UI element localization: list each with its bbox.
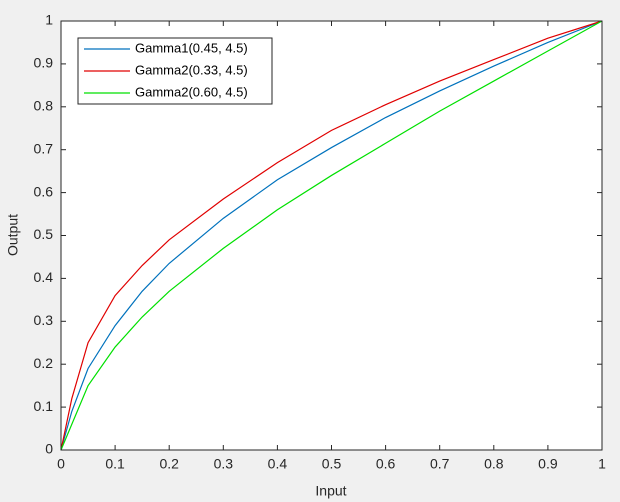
y-tick-label: 0.7	[34, 140, 54, 156]
x-tick-label: 0	[57, 456, 65, 472]
y-tick-label: 0.4	[34, 269, 54, 285]
series-line	[60, 20, 603, 451]
x-tick-label: 0.1	[105, 456, 125, 472]
y-tick-label: 0.8	[34, 98, 54, 114]
y-tick-label: 0.1	[34, 398, 54, 414]
x-tick-label: 0.2	[159, 456, 179, 472]
y-axis-label: Output	[5, 214, 21, 256]
legend-label: Gamma1(0.45, 4.5)	[135, 40, 248, 55]
x-tick-label: 0.4	[268, 456, 288, 472]
legend-label: Gamma2(0.60, 4.5)	[135, 84, 248, 99]
series-line	[60, 20, 603, 451]
x-tick-label: 0.8	[484, 456, 504, 472]
x-tick-label: 0.5	[322, 456, 342, 472]
y-tick-label: 0	[45, 441, 53, 457]
x-tick-label: 0.9	[538, 456, 558, 472]
legend: Gamma1(0.45, 4.5) Gamma2(0.33, 4.5) Gamma2…	[77, 37, 273, 105]
x-axis-label: Input	[315, 483, 346, 499]
x-tick-label: 0.6	[376, 456, 396, 472]
x-tick-label: 0.7	[430, 456, 450, 472]
x-tick-label: 0.3	[214, 456, 234, 472]
y-tick-label: 0.5	[34, 226, 54, 242]
series-line	[60, 20, 603, 451]
y-tick-label: 0.6	[34, 183, 54, 199]
y-tick-label: 0.9	[34, 55, 54, 71]
x-tick-label: 1	[598, 456, 606, 472]
y-tick-label: 0.2	[34, 355, 54, 371]
axes-box	[60, 20, 603, 451]
y-tick-label: 1	[45, 12, 53, 28]
y-tick-label: 0.3	[34, 312, 54, 328]
legend-label: Gamma2(0.33, 4.5)	[135, 62, 248, 77]
